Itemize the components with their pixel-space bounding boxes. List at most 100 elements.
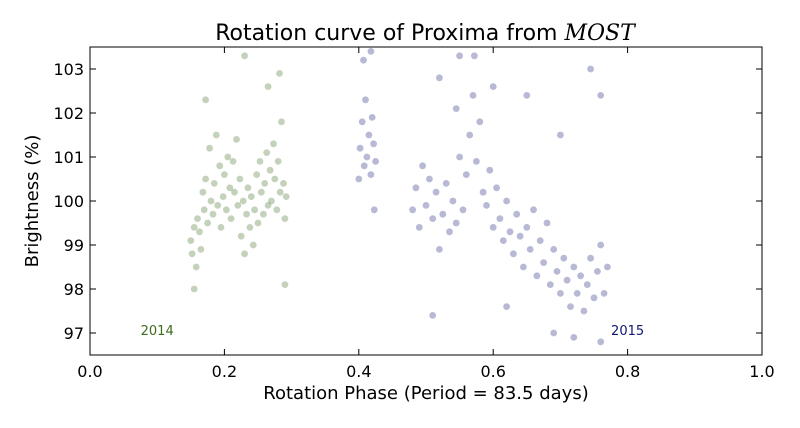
data-point-2015-54: [540, 259, 547, 266]
data-point-2015-85: [570, 334, 578, 341]
data-point-2015-30: [462, 171, 470, 179]
data-point-2015-51: [530, 206, 537, 214]
data-point-2015-52: [533, 272, 541, 280]
data-point-2015-63: [570, 263, 578, 271]
data-point-2014-8: [200, 206, 208, 214]
data-point-2014-6: [197, 246, 205, 253]
data-point-2015-57: [550, 246, 558, 253]
data-point-2014-22: [224, 153, 232, 161]
data-point-2014-45: [263, 149, 271, 157]
data-point-2015-72: [600, 290, 608, 297]
data-point-2015-80: [597, 92, 605, 99]
data-point-2014-49: [270, 140, 277, 148]
data-point-2015-55: [543, 219, 551, 227]
data-point-2015-3: [360, 162, 368, 170]
data-point-2014-28: [234, 202, 242, 209]
data-point-2014-35: [246, 224, 254, 231]
data-point-2014-46: [264, 202, 272, 209]
data-point-2015-86: [456, 52, 463, 60]
data-point-2014-55: [280, 180, 287, 187]
data-point-2015-61: [563, 276, 571, 284]
data-point-2015-25: [446, 228, 453, 236]
series-annotations: 2014 2015: [141, 324, 644, 339]
data-point-2014-57: [282, 193, 290, 201]
data-point-2015-44: [506, 228, 514, 236]
y-axis-ticks: 97 98 99 100 101 102 103: [53, 60, 762, 343]
data-point-2014-13: [209, 210, 217, 218]
data-point-2015-5: [363, 153, 371, 161]
data-point-2014-51: [273, 206, 281, 214]
data-point-2015-22: [436, 246, 443, 253]
data-point-2015-14: [409, 206, 416, 214]
data-point-2015-16: [415, 224, 423, 231]
data-point-2015-70: [594, 268, 601, 275]
chart-title: Rotation curve of Proxima from MOST: [215, 21, 637, 46]
data-point-2015-21: [432, 188, 440, 196]
data-point-2015-78: [557, 131, 564, 139]
data-point-2014-37: [249, 241, 257, 249]
data-point-2014-34: [244, 184, 252, 192]
data-point-2015-83: [550, 329, 558, 337]
data-point-2014-47: [266, 166, 274, 174]
data-point-2015-36: [479, 188, 487, 196]
data-point-2015-10: [372, 158, 379, 165]
data-point-2014-33: [243, 210, 251, 218]
data-point-2014-53: [276, 188, 284, 196]
data-point-2015-53: [536, 237, 544, 245]
data-point-2014-26: [231, 188, 238, 196]
data-point-2014-36: [247, 193, 255, 201]
x-tick-label-2: 0.4: [346, 362, 371, 381]
data-point-2014-30: [237, 232, 245, 240]
data-point-2014-1: [188, 250, 196, 258]
data-point-2015-40: [493, 184, 500, 192]
x-tick-label-5: 1.0: [749, 362, 774, 381]
data-point-2014-56: [281, 215, 289, 223]
data-point-2014-44: [261, 180, 269, 187]
data-point-2014-20: [221, 171, 228, 179]
y-tick-label-5: 102: [53, 104, 84, 123]
data-point-2015-69: [590, 294, 598, 302]
data-point-2015-31: [466, 131, 474, 139]
data-point-2015-38: [486, 166, 494, 174]
x-tick-label-1: 0.2: [212, 362, 237, 381]
data-point-2014-59: [241, 52, 249, 60]
data-point-2015-39: [489, 224, 497, 231]
x-tick-label-4: 0.8: [615, 362, 640, 381]
data-point-2015-48: [520, 263, 527, 271]
data-point-2015-50: [526, 246, 534, 253]
y-tick-label-3: 100: [53, 192, 84, 211]
data-point-2015-28: [456, 153, 463, 161]
data-point-2014-54: [278, 118, 285, 126]
data-point-2014-32: [241, 250, 249, 258]
x-axis-ticks: 0.0 0.2 0.4 0.6 0.8 1.0: [77, 47, 775, 381]
data-point-2015-24: [442, 180, 450, 187]
data-point-2014-10: [204, 219, 212, 227]
data-point-2015-18: [422, 202, 430, 209]
data-point-2014-61: [281, 281, 289, 288]
data-point-2015-84: [597, 338, 605, 346]
data-point-2015-6: [365, 131, 373, 139]
data-point-2015-23: [439, 210, 447, 218]
data-point-2015-45: [510, 250, 517, 258]
data-point-2014-60: [190, 285, 198, 293]
data-point-2015-27: [452, 219, 460, 227]
data-point-2015-32: [469, 92, 477, 99]
data-point-2015-73: [604, 263, 611, 271]
data-point-2014-16: [214, 202, 222, 209]
data-point-2015-7: [367, 171, 375, 179]
data-point-2014-63: [276, 70, 283, 77]
chart-title-italic: MOST: [563, 21, 637, 46]
data-point-2015-0: [355, 175, 363, 183]
data-point-2014-17: [216, 162, 224, 170]
data-point-2015-20: [429, 215, 437, 223]
data-point-2014-48: [268, 197, 275, 205]
data-point-2015-81: [429, 312, 437, 319]
data-point-2014-15: [212, 131, 220, 139]
data-point-2014-2: [190, 224, 198, 231]
data-point-2014-11: [206, 144, 214, 152]
data-point-2015-9: [370, 140, 377, 148]
data-point-2015-59: [557, 290, 564, 297]
data-point-2014-40: [254, 219, 262, 227]
data-point-2014-29: [236, 175, 244, 183]
